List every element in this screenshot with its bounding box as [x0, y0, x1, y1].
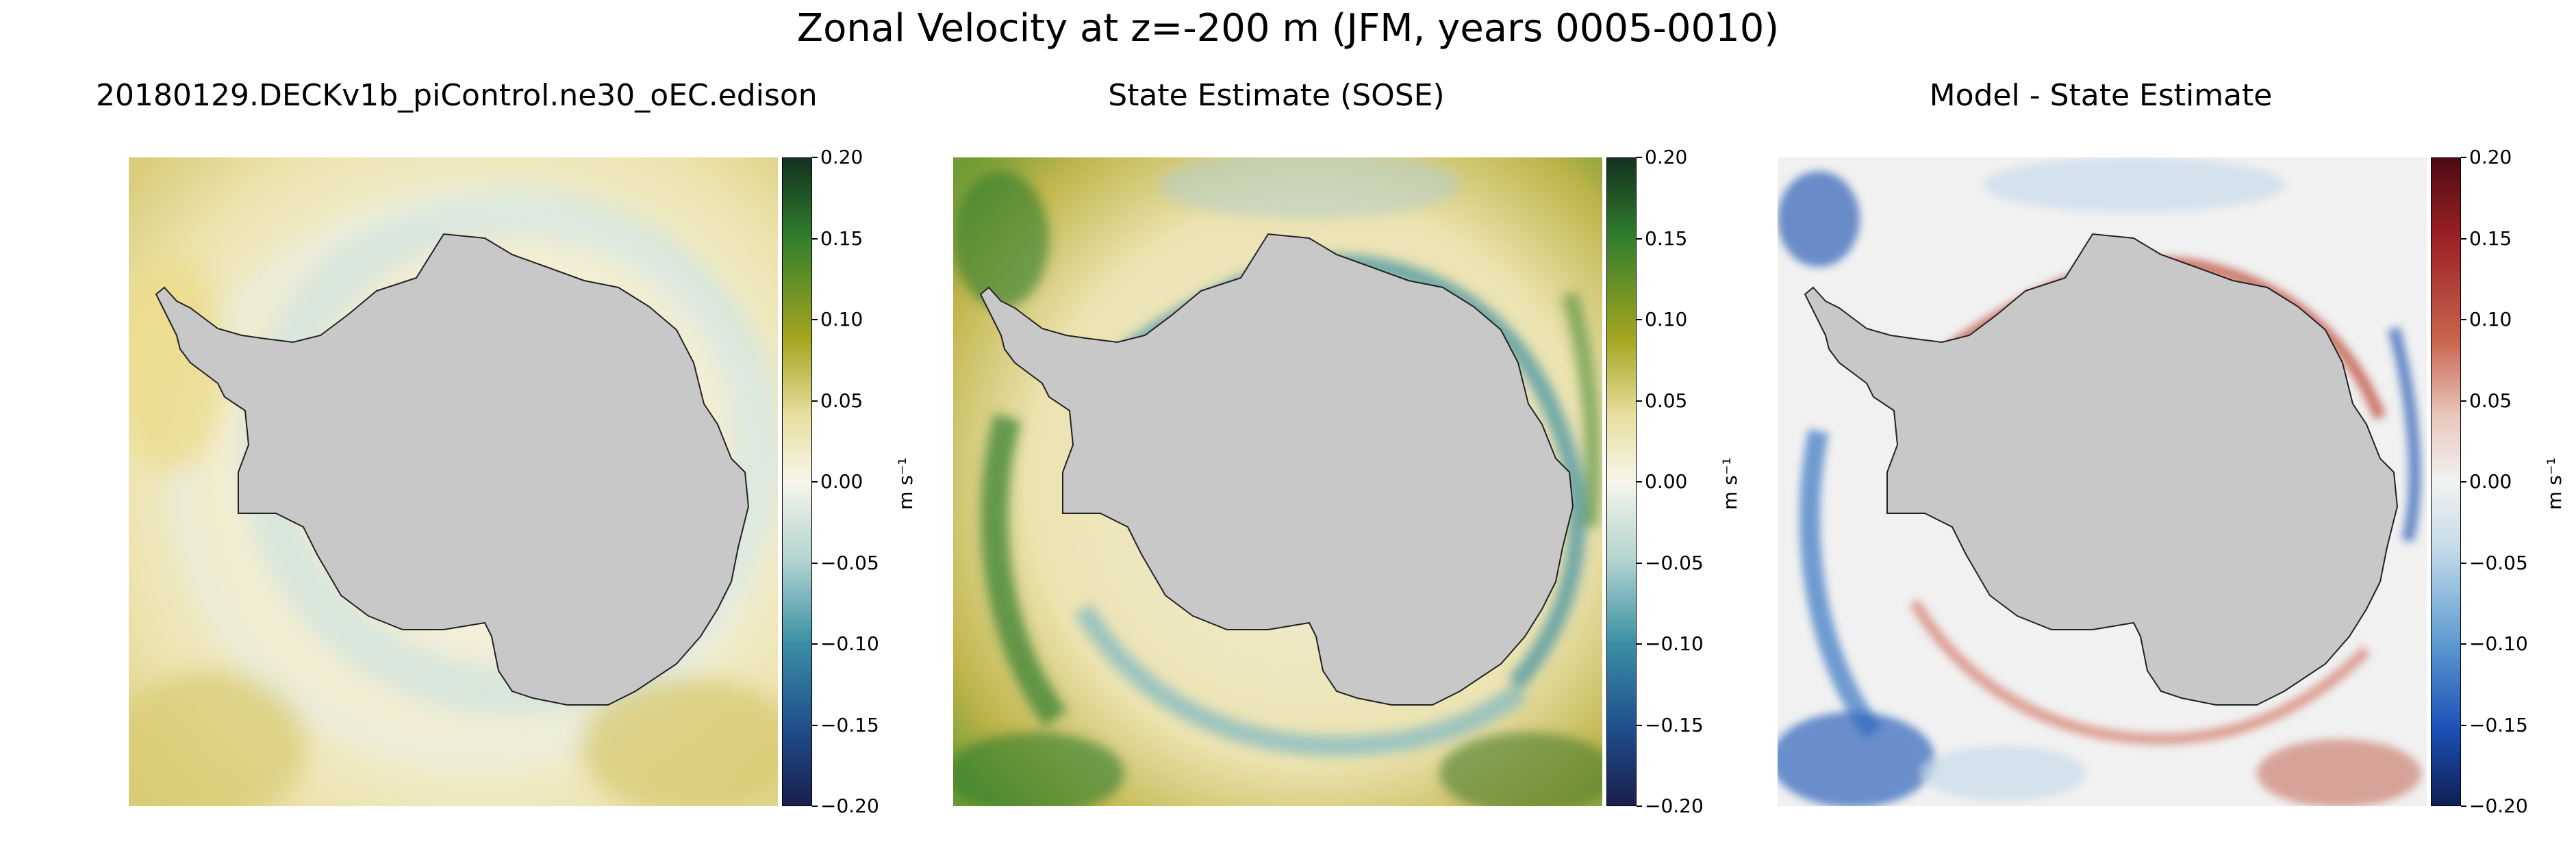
colorbar-1-tickmark [812, 806, 818, 807]
panel-2-map-svg [953, 157, 1602, 806]
panel-3-colorbar-svg [2431, 157, 2461, 806]
panel-3-title: Model - State Estimate [1929, 78, 2273, 113]
colorbar-2-tickmark [1637, 319, 1642, 320]
colorbar-1-tick-label: −0.15 [820, 713, 879, 736]
colorbar-2-tickmark [1637, 562, 1642, 564]
colorbar-2-tickmark [1637, 400, 1642, 402]
colorbar-3-tickmark [2461, 724, 2466, 726]
colorbar-3-tick-label: −0.15 [2469, 713, 2528, 736]
colorbar-3-tickmark [2461, 806, 2466, 807]
colorbar-3-tickmark [2461, 400, 2466, 402]
colorbar-2-tick-label: 0.10 [1645, 308, 1688, 331]
colorbar-1-tickmark [812, 562, 818, 564]
colorbar-2-tick-label: −0.05 [1645, 551, 1704, 574]
panel-3-colorbar [2431, 157, 2461, 806]
colorbar-1-tick-label: −0.10 [820, 632, 879, 655]
colorbar-1-unit-label: m s⁻¹ [894, 457, 917, 510]
colorbar-1-tickmark [812, 237, 818, 240]
colorbar-3-tick-label: −0.05 [2469, 551, 2528, 574]
colorbar-3-tick-label: 0.15 [2469, 227, 2512, 250]
colorbar-2-tick-label: −0.20 [1645, 795, 1704, 817]
colorbar-2-tick-label: 0.15 [1645, 227, 1688, 250]
colorbar-3-unit-label: m s⁻¹ [2543, 457, 2566, 510]
panel-1-title: 20180129.DECKv1b_piControl.ne30_oEC.edis… [96, 78, 818, 113]
colorbar-3-tickmark [2461, 481, 2466, 482]
colorbar-2-tick-label: −0.15 [1645, 713, 1704, 736]
colorbar-1-tickmark [812, 157, 818, 158]
panel-1-map-svg [129, 157, 778, 806]
colorbar-3-tickmark [2461, 319, 2466, 320]
colorbar-3-tickmark [2461, 237, 2466, 240]
panel-3-map [1778, 157, 2427, 806]
colorbar-1-tickmark [812, 481, 818, 482]
colorbar-2-tick-label: 0.20 [1645, 146, 1688, 168]
colorbar-2-tick-label: −0.10 [1645, 632, 1704, 655]
colorbar-1-tickmark [812, 400, 818, 402]
colorbar-1-tick-label: −0.05 [820, 551, 879, 574]
colorbar-2-tickmark [1637, 643, 1642, 645]
colorbar-1-tick-label: 0.00 [820, 470, 863, 493]
colorbar-2-unit-label: m s⁻¹ [1719, 457, 1741, 510]
colorbar-1-tickmark [812, 643, 818, 645]
panel-3-features [1778, 157, 2421, 806]
colorbar-3-tick-label: 0.20 [2469, 146, 2512, 168]
colorbar-1-tickmark [812, 724, 818, 726]
panel-1-map [129, 157, 778, 806]
panel-3-map-svg [1778, 157, 2427, 806]
colorbar-3-tick-label: −0.20 [2469, 795, 2528, 817]
colorbar-2-tickmark [1637, 806, 1642, 807]
colorbar-3-tick-label: 0.05 [2469, 389, 2512, 412]
colorbar-1-tick-label: 0.20 [820, 146, 863, 168]
panel-2-title: State Estimate (SOSE) [1108, 78, 1445, 113]
panel-2-map [953, 157, 1602, 806]
colorbar-1-tickmark [812, 319, 818, 320]
colorbar-2-tickmark [1637, 157, 1642, 158]
panel-1-colorbar [782, 157, 812, 806]
colorbar-3-tickmark [2461, 562, 2466, 564]
colorbar-3-tick-label: −0.10 [2469, 632, 2528, 655]
colorbar-2-tickmark [1637, 724, 1642, 726]
colorbar-3-tickmark [2461, 643, 2466, 645]
colorbar-1-tick-label: 0.15 [820, 227, 863, 250]
colorbar-3-tickmark [2461, 157, 2466, 158]
colorbar-2-tick-label: 0.05 [1645, 389, 1688, 412]
colorbar-1-tick-label: −0.20 [820, 795, 879, 817]
panel-1-colorbar-svg [782, 157, 812, 806]
colorbar-1-tick-label: 0.05 [820, 389, 863, 412]
colorbar-2-tickmark [1637, 237, 1642, 240]
colorbar-2-tickmark [1637, 481, 1642, 482]
colorbar-2-tick-label: 0.00 [1645, 470, 1688, 493]
panel-2-colorbar-svg [1606, 157, 1637, 806]
colorbar-3-tick-label: 0.10 [2469, 308, 2512, 331]
panel-2-colorbar [1606, 157, 1637, 806]
figure-suptitle: Zonal Velocity at z=-200 m (JFM, years 0… [796, 6, 1780, 51]
colorbar-3-tick-label: 0.00 [2469, 470, 2512, 493]
colorbar-1-tick-label: 0.10 [820, 308, 863, 331]
